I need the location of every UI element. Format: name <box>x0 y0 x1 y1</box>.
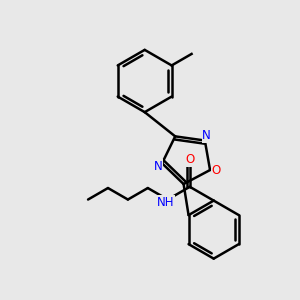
Text: N: N <box>153 160 162 172</box>
Text: O: O <box>185 153 194 166</box>
Text: NH: NH <box>157 196 175 208</box>
Text: O: O <box>212 164 221 176</box>
Text: N: N <box>202 129 211 142</box>
